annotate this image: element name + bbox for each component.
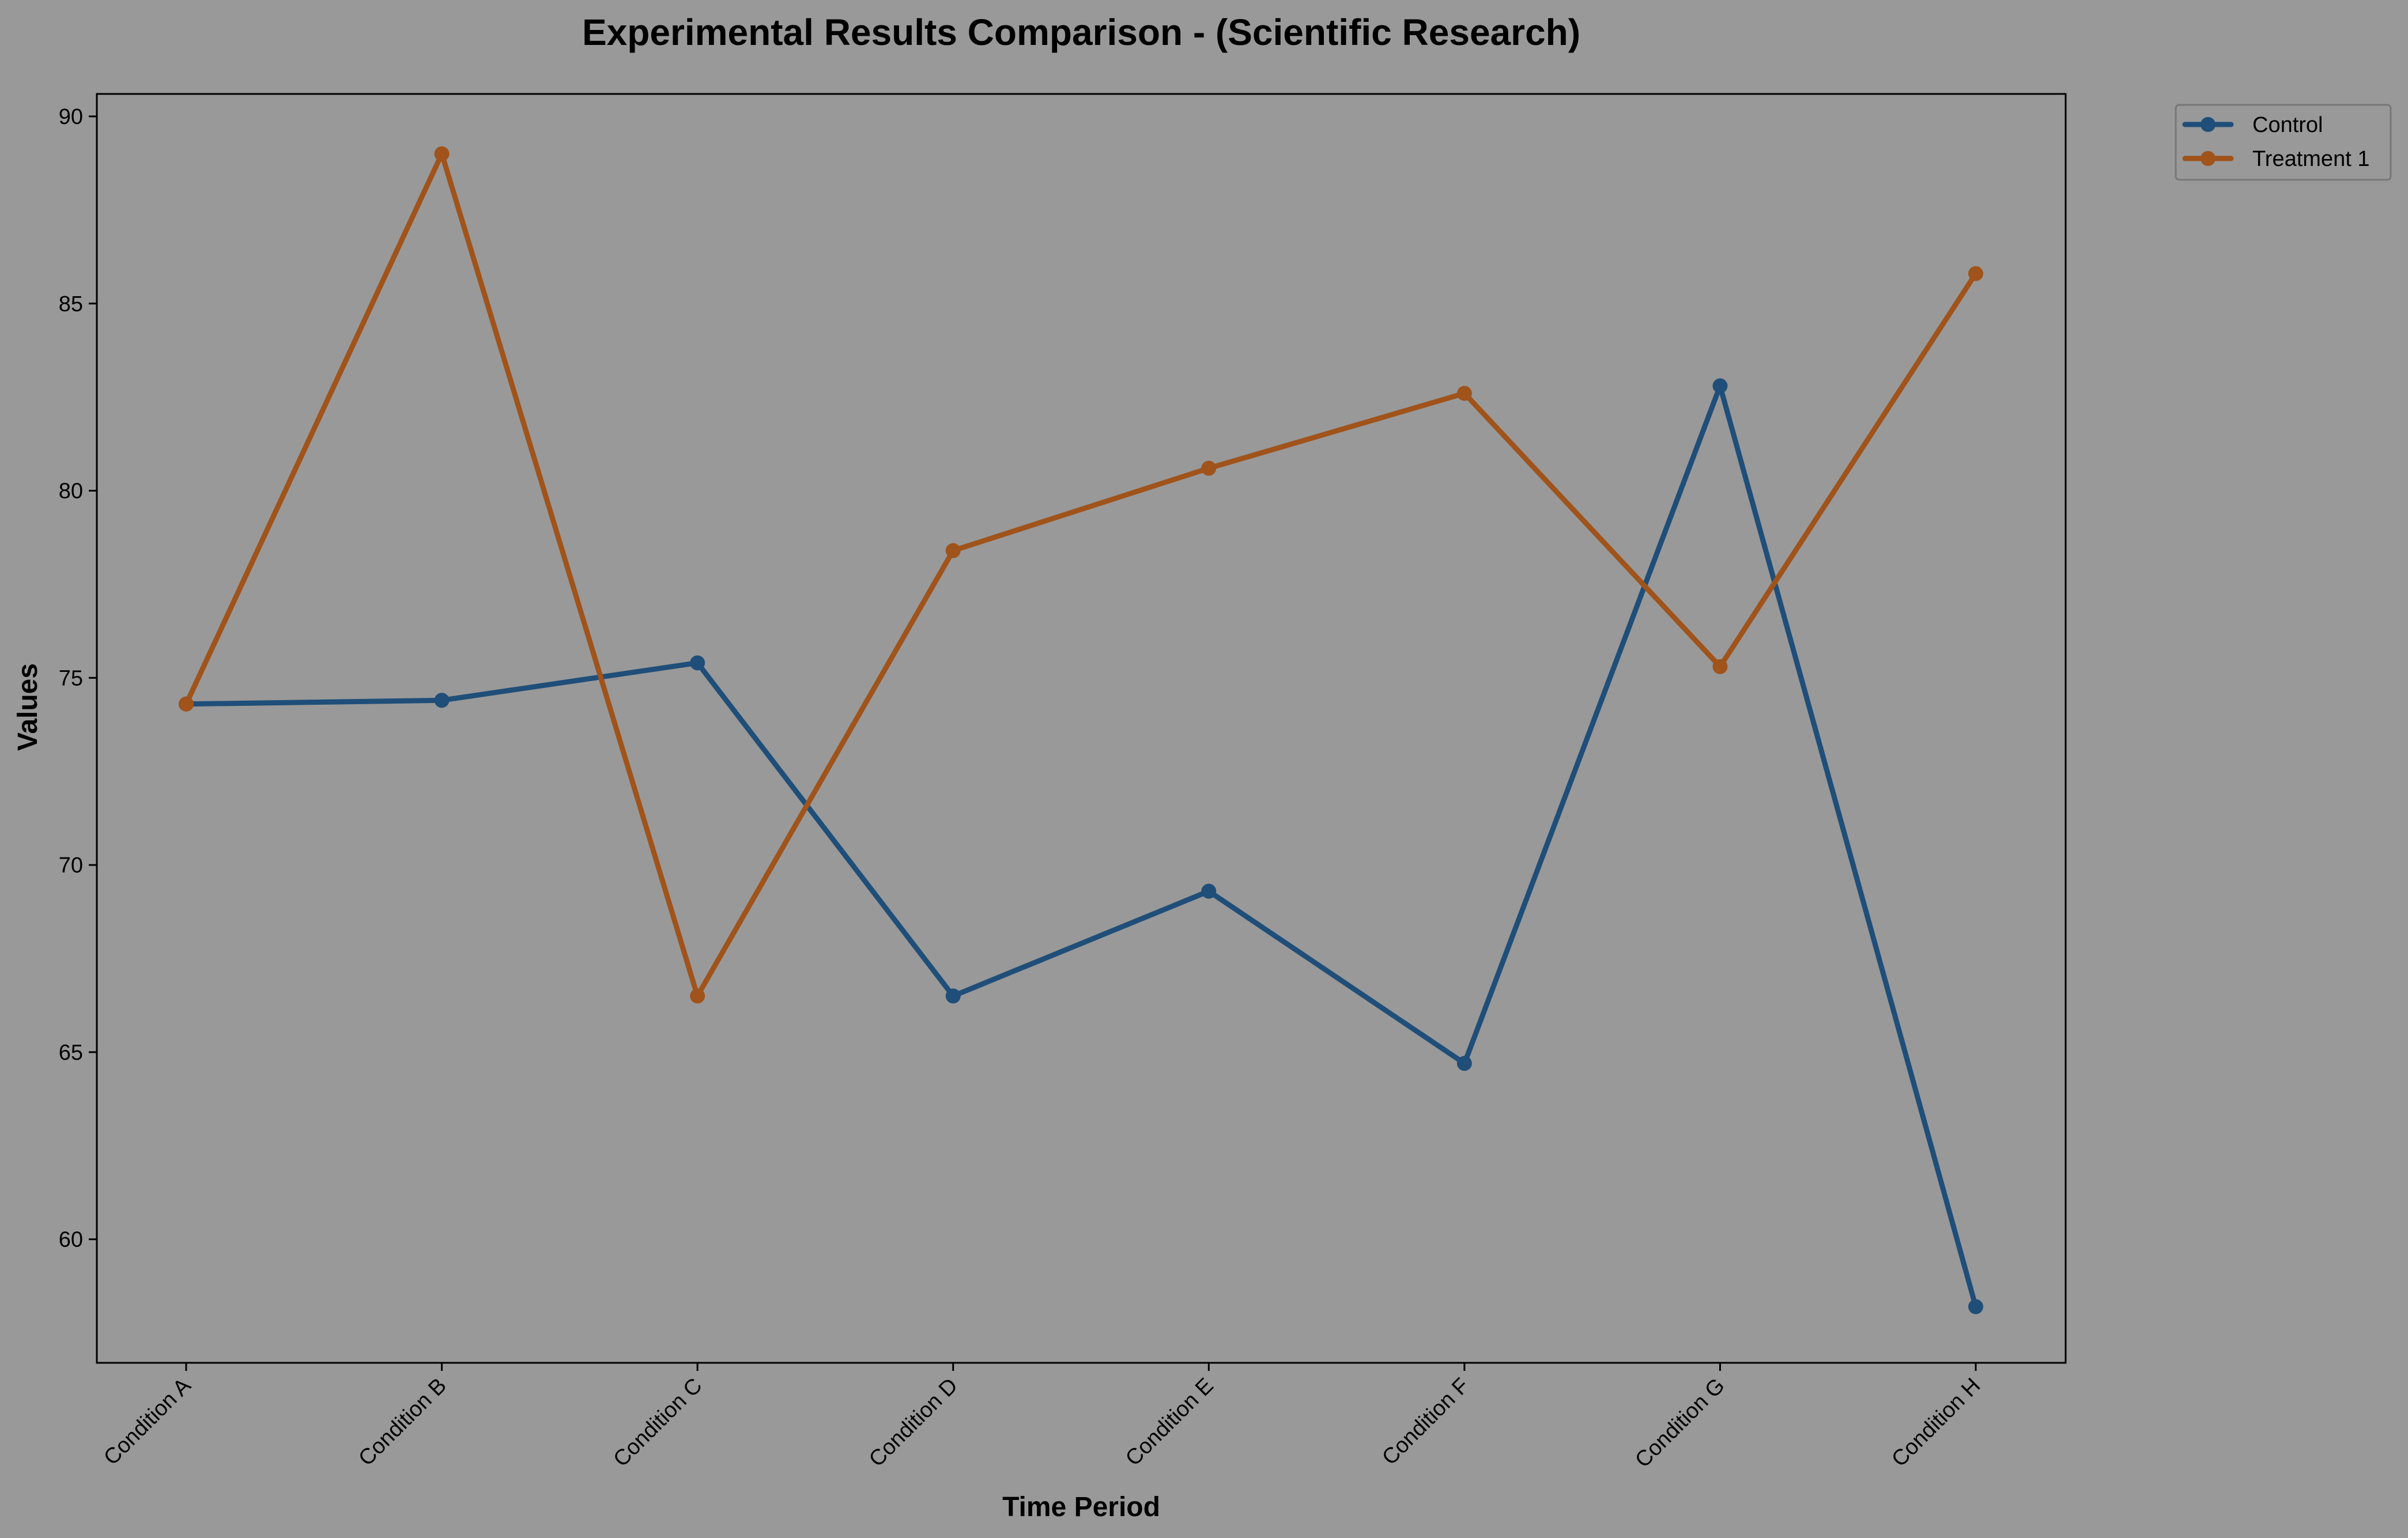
y-tick-label: 85 [59,292,83,316]
series-line-treatment-1 [183,151,1979,999]
data-point-treatment-1 [1712,659,1728,674]
legend: Control Treatment 1 [2175,104,2392,181]
chart-title: Experimental Results Comparison - (Scien… [582,12,1580,53]
x-axis-label: Time Period [1002,1492,1160,1522]
data-point-control [434,693,450,708]
y-tick-label: 75 [59,666,83,690]
data-point-treatment-1 [179,696,194,712]
data-point-control [690,655,705,671]
legend-label-control: Control [2252,113,2323,137]
series-line-control [183,383,1979,1310]
data-point-treatment-1 [434,146,450,161]
data-point-treatment-1 [1968,266,1983,281]
data-point-control [1712,378,1728,394]
axes-frame [96,93,2067,1364]
data-point-control [1456,1056,1472,1071]
data-point-treatment-1 [690,988,705,1004]
y-tick-label: 90 [59,105,83,129]
y-tick-label: 80 [59,479,83,504]
data-point-control [945,988,961,1004]
y-axis-label: Values [13,663,43,751]
legend-marker-treatment-1 [2201,151,2215,166]
data-point-control [1968,1299,1983,1314]
y-tick-label: 65 [59,1041,83,1065]
y-tick-label: 60 [59,1228,83,1252]
legend-label-treatment-1: Treatment 1 [2252,147,2369,171]
axes-background [97,94,2066,1363]
y-tick-label: 70 [59,853,83,878]
data-point-treatment-1 [945,543,961,558]
data-point-treatment-1 [1201,460,1217,476]
data-point-control [1201,883,1217,899]
data-point-treatment-1 [1456,386,1472,401]
legend-marker-control [2201,117,2215,132]
